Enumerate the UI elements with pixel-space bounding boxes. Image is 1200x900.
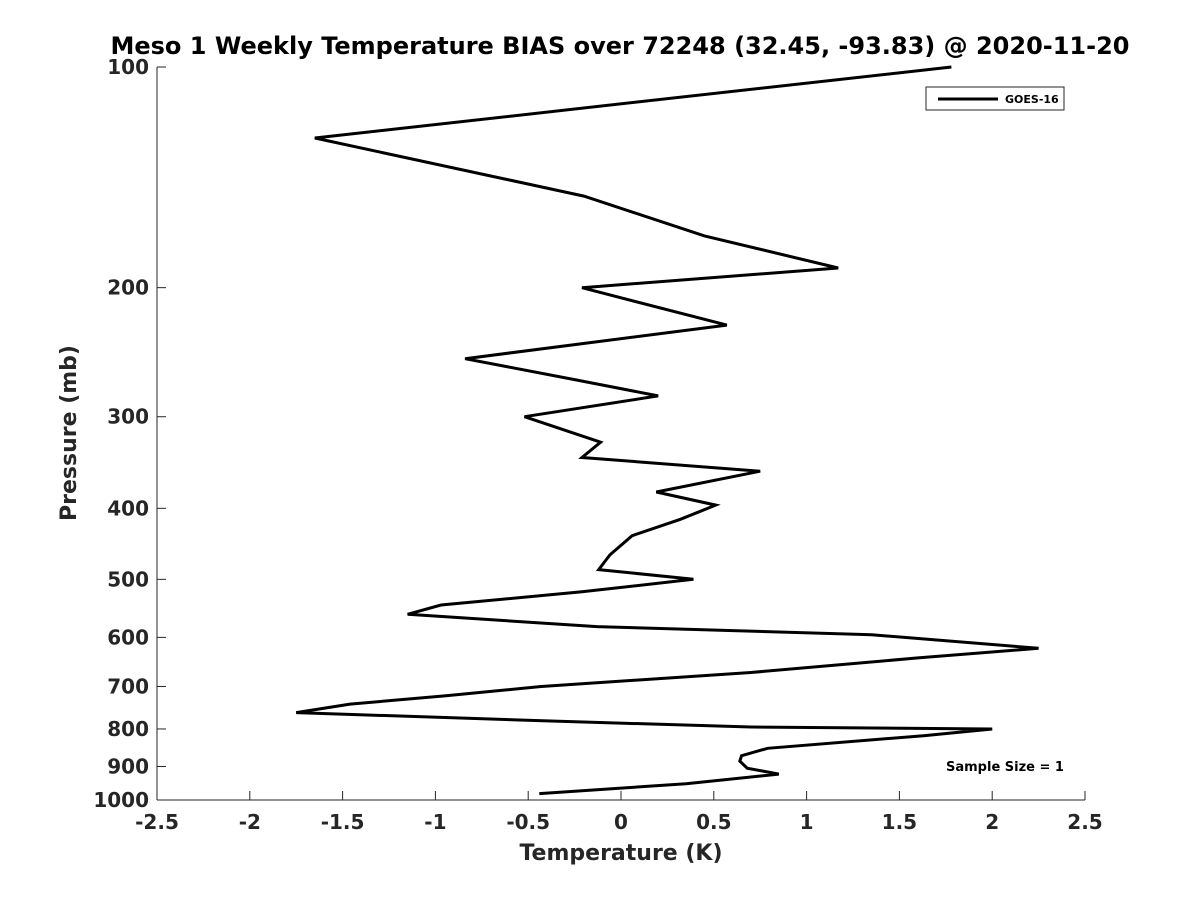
- x-axis-label: Temperature (K): [519, 841, 722, 866]
- x-tick-label: 2: [985, 810, 999, 834]
- y-axis-label: Pressure (mb): [57, 345, 82, 521]
- x-tick-label: 2.5: [1067, 810, 1102, 834]
- x-ticks: -2.5 -2 -1.5 -1 -0.5 0 0.5 1 1.5 2 2.5: [135, 791, 1103, 834]
- y-tick-label: 200: [107, 276, 149, 300]
- legend: GOES-16: [925, 86, 1065, 111]
- x-tick-label: 1.5: [882, 810, 917, 834]
- y-tick-label: 600: [107, 625, 149, 649]
- y-tick-label: 900: [107, 754, 149, 778]
- y-tick-label: 800: [107, 717, 149, 741]
- x-tick-label: 0: [614, 810, 628, 834]
- x-tick-label: -2: [239, 810, 261, 834]
- x-tick-label: -0.5: [506, 810, 550, 834]
- plot-area: [157, 67, 1085, 800]
- x-tick-label: 0.5: [696, 810, 731, 834]
- legend-label-goes-16: GOES-16: [1005, 93, 1059, 106]
- sample-size-annotation: Sample Size = 1: [946, 760, 1064, 775]
- y-tick-label: 100: [107, 55, 149, 79]
- y-tick-label: 700: [107, 674, 149, 698]
- chart-title: Meso 1 Weekly Temperature BIAS over 7224…: [110, 32, 1129, 60]
- x-tick-label: -1: [424, 810, 446, 834]
- series-layer: [295, 65, 1039, 796]
- y-tick-label: 500: [107, 567, 149, 591]
- y-ticks: 100 200 300 400 500 600 700 800 900 1000: [93, 55, 166, 812]
- y-tick-label: 400: [107, 496, 149, 520]
- x-tick-label: -1.5: [321, 810, 365, 834]
- series-line-goes-16: [295, 65, 1039, 796]
- y-tick-label: 300: [107, 405, 149, 429]
- y-tick-label: 1000: [93, 788, 149, 812]
- x-tick-label: -2.5: [135, 810, 179, 834]
- x-tick-label: 1: [800, 810, 814, 834]
